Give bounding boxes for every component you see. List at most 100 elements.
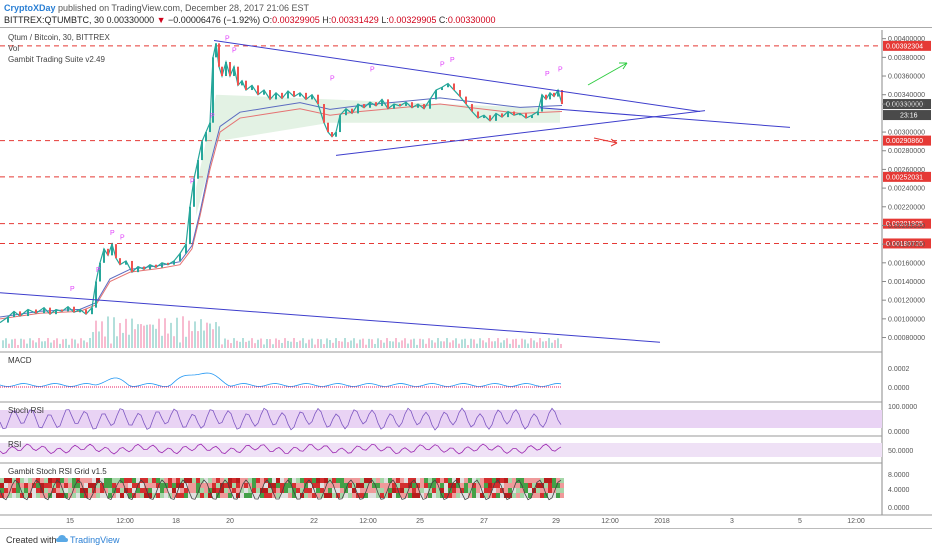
chart-canvas[interactable]: 0.00392304 0.00290860 0.00252031 0.00201905… xyxy=(0,0,932,528)
grid-cell xyxy=(64,483,68,488)
grid-cell xyxy=(444,478,448,483)
grid-cell xyxy=(184,483,188,488)
grid-cell xyxy=(172,488,176,493)
grid-cell xyxy=(416,488,420,493)
grid-cell xyxy=(36,488,40,493)
publisher-name[interactable]: CryptoXDay xyxy=(4,3,56,13)
volume-bar xyxy=(347,342,349,348)
grid-cell xyxy=(288,488,292,493)
grid-cell xyxy=(400,493,404,498)
volume-bar xyxy=(485,342,487,348)
grid-cell xyxy=(448,493,452,498)
grid-cell xyxy=(116,493,120,498)
macd-title: MACD xyxy=(8,356,32,365)
grid-cell xyxy=(280,493,284,498)
grid-cell xyxy=(552,478,556,483)
arrow-up-line[interactable] xyxy=(587,62,628,86)
grid-cell xyxy=(344,493,348,498)
volume-bar xyxy=(38,338,40,348)
grid-cell xyxy=(200,493,204,498)
grid-cell xyxy=(44,478,48,483)
macd-tick-2: 0.0000 xyxy=(888,385,910,392)
price-level-label: 0.00180725 xyxy=(886,241,923,248)
price-candle xyxy=(35,309,37,314)
price-candle xyxy=(19,311,21,317)
grid-cell xyxy=(344,483,348,488)
volume-bar xyxy=(545,341,547,348)
volume-bar xyxy=(245,341,247,348)
grid-cell xyxy=(164,488,168,493)
grid-cell xyxy=(452,488,456,493)
volume-bar xyxy=(290,341,292,348)
arrow-down-line[interactable] xyxy=(593,137,618,144)
volume-bar xyxy=(284,338,286,348)
grid-cell xyxy=(20,483,24,488)
price-change: −0.00006476 (−1.92%) xyxy=(168,15,261,25)
price-candle xyxy=(435,90,437,100)
grid-cell xyxy=(376,478,380,483)
volume-bar xyxy=(110,343,112,348)
grid-cell xyxy=(468,493,472,498)
grid-cell xyxy=(44,483,48,488)
grid-cell xyxy=(12,483,16,488)
grid-cell xyxy=(280,483,284,488)
trendlines[interactable] xyxy=(0,40,791,343)
grid-cell xyxy=(372,488,376,493)
volume-bar xyxy=(401,340,403,348)
price-candle xyxy=(393,104,395,109)
grid-cell xyxy=(104,483,108,488)
grid-cell xyxy=(520,488,524,493)
price-tick-label: 0.00380000 xyxy=(888,55,925,62)
grid-cell xyxy=(356,478,360,483)
last-price-label: 0.00330000 xyxy=(886,102,923,109)
grid-cell xyxy=(20,493,24,498)
volume-bar xyxy=(200,319,202,348)
grid-cell xyxy=(240,493,244,498)
grid-cell xyxy=(272,488,276,493)
grid-cell xyxy=(144,488,148,493)
grid-cell xyxy=(528,483,532,488)
grid-cell xyxy=(60,488,64,493)
volume-bar xyxy=(461,339,463,348)
grid-cell xyxy=(204,483,208,488)
grid-cell xyxy=(288,478,292,483)
rsi-title: RSI xyxy=(8,440,22,449)
grid-cell xyxy=(284,488,288,493)
grid-cell xyxy=(288,493,292,498)
grid-cell xyxy=(428,478,432,483)
countdown-label: 23:16 xyxy=(900,113,918,120)
grid-cell xyxy=(312,483,316,488)
volume-bar xyxy=(101,321,103,348)
grid-cell xyxy=(460,488,464,493)
grid-cell xyxy=(480,483,484,488)
volume-bar xyxy=(332,342,334,348)
grid-cell xyxy=(348,488,352,493)
price-tick-label: 0.00180000 xyxy=(888,242,925,249)
price-candle xyxy=(287,90,289,99)
grid-cell xyxy=(508,488,512,493)
volume-bar xyxy=(53,340,55,348)
tradingview-brand[interactable]: TradingView xyxy=(70,535,120,545)
grid-cell xyxy=(272,478,276,483)
volume-bar xyxy=(95,320,97,348)
grid-cell xyxy=(8,478,12,483)
grid-cell xyxy=(404,488,408,493)
grid-cell xyxy=(320,478,324,483)
grid-cell xyxy=(64,478,68,483)
grid-cell xyxy=(300,478,304,483)
grid-cell xyxy=(276,493,280,498)
stoch-line xyxy=(0,407,562,431)
grid-cell xyxy=(268,478,272,483)
grid-cell xyxy=(408,488,412,493)
open-label: O: xyxy=(262,15,273,25)
volume-bar xyxy=(80,338,82,348)
volume-bar xyxy=(257,339,259,348)
grid-cell xyxy=(224,483,228,488)
price-candle xyxy=(197,160,199,179)
grid-cell xyxy=(84,478,88,483)
grid-cell xyxy=(80,478,84,483)
tradingview-logo-icon xyxy=(56,535,68,542)
grid-cell xyxy=(60,478,64,483)
grid-cell xyxy=(372,478,376,483)
grid-cell xyxy=(72,478,76,483)
